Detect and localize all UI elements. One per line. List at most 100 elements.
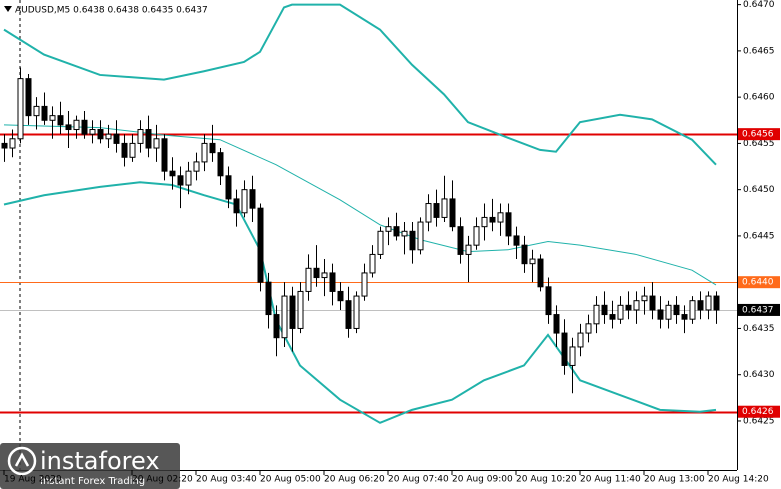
candle-body bbox=[433, 203, 440, 218]
price-label-box bbox=[738, 405, 780, 418]
y-tick-label: 0.6460 bbox=[743, 93, 775, 103]
candle-body bbox=[233, 198, 240, 214]
candle-body bbox=[305, 267, 312, 292]
candle-body bbox=[369, 253, 376, 274]
price-label: 0.6437 bbox=[742, 305, 774, 315]
candle-body bbox=[441, 198, 448, 218]
watermark-icon bbox=[7, 446, 37, 476]
candle-body bbox=[409, 230, 416, 251]
price-label-box bbox=[738, 128, 780, 141]
candle-body bbox=[201, 142, 208, 163]
candle-body bbox=[497, 212, 504, 223]
candle-body bbox=[617, 304, 624, 320]
candle-body bbox=[425, 203, 432, 223]
candle-body bbox=[353, 295, 360, 329]
candle-body bbox=[345, 300, 352, 329]
candle-body bbox=[281, 295, 288, 339]
price-label-box bbox=[738, 276, 780, 289]
candle-body bbox=[649, 295, 656, 311]
candle-body bbox=[537, 258, 544, 288]
x-tick-label: 20 Aug 10:20 bbox=[516, 475, 577, 485]
candle-body bbox=[177, 175, 184, 186]
candle-body bbox=[561, 332, 568, 366]
candle-body bbox=[105, 133, 112, 140]
candle-body bbox=[713, 295, 720, 311]
candle-body bbox=[489, 216, 496, 223]
candle-body bbox=[153, 138, 160, 149]
candle-body bbox=[457, 226, 464, 255]
y-tick-label: 0.6425 bbox=[743, 416, 775, 426]
candle-body bbox=[505, 212, 512, 237]
candle-body bbox=[137, 129, 144, 144]
candle-body bbox=[705, 295, 712, 311]
bollinger-band bbox=[3, 3, 717, 166]
candle-body bbox=[361, 272, 368, 297]
candle-body bbox=[121, 142, 128, 158]
candle-body bbox=[673, 304, 680, 316]
candle-body bbox=[89, 129, 96, 135]
candle-body bbox=[521, 244, 528, 265]
y-tick-label: 0.6465 bbox=[743, 46, 775, 56]
candle-body bbox=[113, 133, 120, 144]
candle-body bbox=[377, 230, 384, 255]
candle-body bbox=[1, 142, 8, 149]
candle-body bbox=[145, 129, 152, 149]
y-tick-label: 0.6450 bbox=[743, 185, 775, 195]
bollinger-band bbox=[3, 181, 717, 424]
candle-body bbox=[217, 152, 224, 177]
candle-body bbox=[169, 170, 176, 177]
watermark-brand: instaforex bbox=[40, 447, 160, 475]
candle-body bbox=[321, 272, 328, 279]
candle-body bbox=[465, 244, 472, 255]
candle-body bbox=[33, 105, 40, 117]
candle-body bbox=[257, 207, 264, 283]
candle-body bbox=[73, 119, 80, 131]
candle-body bbox=[129, 142, 136, 158]
candle-body bbox=[697, 300, 704, 311]
candle-body bbox=[57, 115, 64, 126]
candle-body bbox=[297, 290, 304, 329]
x-tick-label: 19 Aug 2020 bbox=[4, 475, 62, 485]
candle-body bbox=[641, 295, 648, 302]
candle-body bbox=[593, 304, 600, 325]
candle-body bbox=[209, 142, 216, 154]
candle-body bbox=[657, 309, 664, 320]
candle-body bbox=[401, 230, 408, 237]
x-tick-label: 20 Aug 03:40 bbox=[196, 475, 257, 485]
candle-body bbox=[49, 115, 56, 121]
plot bbox=[0, 3, 737, 424]
candle-body bbox=[585, 323, 592, 334]
x-tick-label: 20 Aug 06:20 bbox=[324, 475, 385, 485]
y-tick-label: 0.6445 bbox=[743, 231, 775, 241]
candle-body bbox=[193, 161, 200, 172]
x-tick-label: 20 Aug 07:40 bbox=[388, 475, 449, 485]
candle-body bbox=[313, 267, 320, 279]
candle-body bbox=[329, 272, 336, 292]
candle-body bbox=[385, 226, 392, 232]
candle-body bbox=[241, 189, 248, 214]
price-label: 0.6456 bbox=[742, 130, 774, 140]
candle-body bbox=[185, 170, 192, 186]
x-tick-label: 20 Aug 05:00 bbox=[260, 475, 321, 485]
candle-body bbox=[25, 78, 32, 117]
menu-arrow bbox=[4, 6, 12, 12]
candle-body bbox=[481, 216, 488, 228]
price-label: 0.6426 bbox=[742, 407, 774, 417]
price-label-box bbox=[738, 303, 780, 316]
candle-body bbox=[569, 346, 576, 366]
y-tick-label: 0.6470 bbox=[743, 0, 775, 10]
candle-body bbox=[681, 314, 688, 320]
candle-body bbox=[65, 124, 72, 131]
candle-body bbox=[529, 258, 536, 265]
candle-body bbox=[265, 281, 272, 316]
candle-body bbox=[337, 290, 344, 302]
x-tick-label: 20 Aug 13:00 bbox=[644, 475, 705, 485]
candle-body bbox=[9, 138, 16, 149]
candle-body bbox=[473, 226, 480, 246]
chart-title: AUDUSD,M5 0.6438 0.6438 0.6435 0.6437 bbox=[15, 6, 208, 16]
x-tick-label: 20 Aug 11:40 bbox=[580, 475, 641, 485]
candle-body bbox=[609, 314, 616, 320]
